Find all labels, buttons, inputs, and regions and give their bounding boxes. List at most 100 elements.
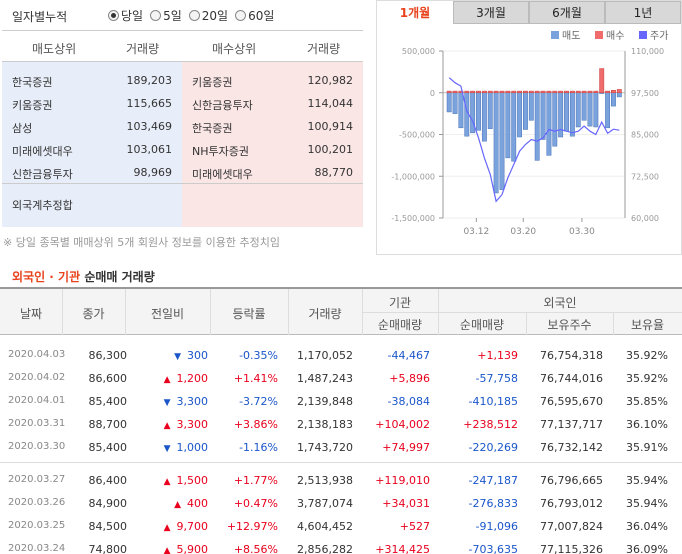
row-date: 2020.04.01	[8, 395, 66, 406]
sell-bar	[493, 92, 499, 194]
period-radio-label: 20일	[201, 9, 229, 23]
cell-close: 86,600	[88, 372, 128, 385]
period-radio-3[interactable]: 60일	[235, 7, 274, 24]
broker-name: 미래에셋대우	[192, 168, 253, 181]
sell-bar	[546, 92, 552, 156]
week-separator	[0, 462, 682, 463]
col-rate: 등락률	[232, 307, 266, 321]
cell-change: ▼ 1,000	[138, 441, 208, 454]
table-row: 2020.03.31 88,700 ▲ 3,300 +3.86% 2,138,183 +10…	[0, 412, 682, 435]
sell-bar	[499, 92, 505, 190]
buy-bar	[505, 90, 511, 94]
buy-bar	[499, 90, 505, 94]
cell-change: ▲ 3,300	[138, 418, 208, 431]
cell-ratio: 35.91%	[626, 441, 668, 454]
rank-row: 신한금융투자 98,969	[2, 161, 182, 184]
sell-bar	[523, 92, 528, 130]
table-row: 2020.04.02 86,600 ▲ 1,200 +1.41% 1,487,243 +5,…	[0, 366, 682, 389]
cell-hold: 77,137,717	[540, 418, 603, 431]
cell-change: ▲ 1,200	[138, 372, 208, 385]
row-date: 2020.03.25	[8, 520, 66, 531]
sell-bar	[575, 92, 581, 128]
sell-bar	[476, 92, 481, 131]
col-institution: 기관	[388, 296, 412, 310]
buy-bar	[476, 90, 481, 94]
sell-bar	[452, 92, 458, 114]
up-triangle-icon: ▲	[163, 523, 171, 533]
buy-bar	[452, 90, 458, 94]
up-triangle-icon: ▲	[163, 421, 171, 431]
table-row: 2020.04.01 85,400 ▼ 3,300 -3.72% 2,139,848 -38…	[0, 389, 682, 412]
cell-hold: 77,115,326	[540, 543, 603, 554]
radio-circle-icon[interactable]	[188, 10, 200, 21]
broker-name: 키움증권	[192, 76, 233, 89]
buy-bar	[517, 90, 523, 94]
row-date: 2020.04.02	[8, 372, 66, 383]
legend-label-2: 주가	[650, 30, 668, 42]
cell-change: ▲ 1,500	[138, 474, 208, 487]
buy-bar	[470, 90, 476, 94]
chart-tab-2[interactable]: 6개월	[529, 1, 605, 24]
y-left-tick: 500,000	[402, 47, 435, 56]
cell-volume: 1,170,052	[297, 349, 353, 362]
chart-tab-0[interactable]: 1개월	[377, 1, 453, 24]
up-triangle-icon: ▲	[163, 477, 171, 487]
trade-volume-table: 날짜 종가 전일비 등락률 거래량 기관 순매매량 외국인 순매매량 보유주수 …	[0, 287, 682, 554]
cell-close: 85,400	[88, 441, 128, 454]
cell-foreign: +238,512	[463, 418, 518, 431]
chart-tab-3[interactable]: 1년	[605, 1, 681, 24]
cell-foreign: -276,833	[468, 497, 518, 510]
y-right-tick: 85,000	[631, 131, 659, 140]
period-radio-2[interactable]: 20일	[188, 7, 229, 24]
buy-bar	[534, 90, 540, 94]
broker-volume: 115,665	[126, 97, 173, 110]
cell-inst: +74,997	[382, 441, 430, 454]
cell-volume: 1,743,720	[297, 441, 353, 454]
cell-inst: +104,002	[375, 418, 430, 431]
broker-ranking-table: 매도상위 거래량 매수상위 거래량 한국증권 189,203 키움증권 115,665…	[2, 30, 363, 227]
period-radio-0[interactable]: 당일	[108, 7, 143, 24]
broker-name: 신한금융투자	[12, 168, 73, 181]
radio-circle-icon[interactable]	[108, 10, 119, 21]
broker-name: 미래에셋대우	[12, 145, 73, 158]
cell-rate: +8.56%	[233, 543, 278, 554]
change-value: 5,900	[176, 543, 209, 554]
sell-bar	[487, 92, 493, 129]
rank-row: 신한금융투자 114,044	[182, 92, 363, 115]
cell-close: 86,300	[88, 349, 128, 362]
buy-bar	[540, 90, 546, 94]
change-value: 3,300	[176, 418, 209, 431]
cell-rate: +1.41%	[233, 372, 278, 385]
cell-foreign: -91,096	[475, 520, 518, 533]
cell-rate: +0.47%	[233, 497, 278, 510]
radio-circle-icon[interactable]	[150, 10, 162, 21]
trend-chart-panel: 1개월 3개월 6개월 1년 매도 매수 주가 500,000 0 -500,000 -1,000…	[376, 0, 682, 255]
y-right-tick: 97,500	[631, 89, 659, 98]
legend-swatch-1	[595, 31, 603, 39]
broker-volume: 103,469	[126, 120, 173, 133]
chart-tab-1[interactable]: 3개월	[453, 1, 529, 24]
cell-foreign: -247,187	[468, 474, 518, 487]
buy-bar	[523, 90, 528, 94]
sell-bar	[517, 92, 523, 138]
row-date: 2020.03.26	[8, 497, 66, 508]
sell-bar	[605, 92, 611, 129]
cell-hold: 77,007,824	[540, 520, 603, 533]
buy-bar	[546, 90, 552, 94]
cell-foreign: -410,185	[468, 395, 518, 408]
broker-volume: 98,969	[133, 166, 173, 179]
period-radio-label: 60일	[248, 9, 275, 23]
rank-row: 한국증권 189,203	[2, 69, 182, 92]
period-radio-1[interactable]: 5일	[150, 7, 182, 24]
radio-circle-icon[interactable]	[235, 10, 247, 21]
col-volume: 거래량	[308, 307, 342, 321]
price-line	[448, 77, 620, 203]
col-foreign: 외국인	[543, 296, 577, 310]
sell-top-list: 한국증권 189,203 키움증권 115,665 삼성 103,469 미래에셋대우 103…	[2, 62, 182, 227]
buy-bar	[446, 90, 452, 94]
broker-name: 한국증권	[192, 122, 233, 135]
buy-bar	[552, 90, 558, 94]
cell-volume: 4,604,452	[297, 520, 353, 533]
sell-bar	[569, 92, 575, 137]
y-left-tick: -500,000	[399, 131, 435, 140]
